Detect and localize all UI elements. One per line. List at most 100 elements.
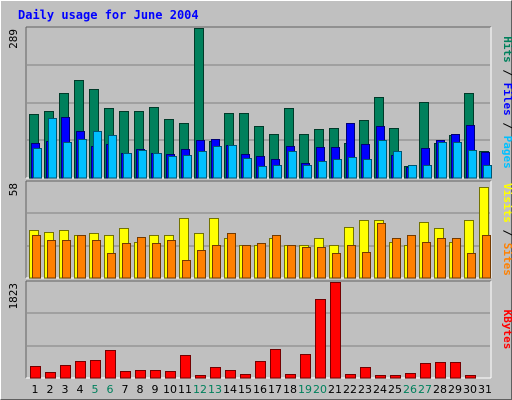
bar-pages-day-18 xyxy=(288,151,297,179)
bar-sites-day-24 xyxy=(377,223,386,279)
bar-sites-day-4 xyxy=(77,235,86,279)
bar-sites-day-25 xyxy=(392,238,401,279)
bar-pages-day-1 xyxy=(33,148,42,179)
bar-kbytes-day-13 xyxy=(210,367,221,379)
x-tick-label-day-6: 6 xyxy=(107,383,114,396)
bar-kbytes-day-9 xyxy=(150,370,161,379)
bar-sites-day-13 xyxy=(212,245,221,279)
bar-sites-day-15 xyxy=(242,245,251,279)
bar-kbytes-day-3 xyxy=(60,365,71,379)
bar-sites-day-5 xyxy=(92,240,101,279)
bar-sites-day-28 xyxy=(437,238,446,279)
bar-pages-day-31 xyxy=(483,165,492,179)
bar-pages-day-15 xyxy=(243,158,252,179)
x-tick-label-day-23: 23 xyxy=(358,383,372,396)
bar-sites-day-3 xyxy=(62,240,71,279)
bar-pages-day-17 xyxy=(273,165,282,179)
x-tick-label-day-5: 5 xyxy=(92,383,99,396)
bar-pages-day-6 xyxy=(108,135,117,179)
bar-sites-day-8 xyxy=(137,237,146,279)
bar-pages-day-30 xyxy=(468,150,477,179)
bar-pages-day-23 xyxy=(363,159,372,179)
bar-pages-day-21 xyxy=(333,159,342,179)
bar-pages-day-19 xyxy=(303,165,312,179)
x-tick-label-day-16: 16 xyxy=(253,383,267,396)
x-tick-label-day-31: 31 xyxy=(478,383,492,396)
bar-kbytes-day-14 xyxy=(225,370,236,379)
bar-sites-day-29 xyxy=(452,238,461,279)
bar-sites-day-18 xyxy=(287,245,296,279)
bar-kbytes-day-4 xyxy=(75,361,86,379)
y-axis-label-separator: / xyxy=(501,63,512,83)
bar-pages-day-11 xyxy=(183,155,192,179)
bar-kbytes-day-24 xyxy=(375,375,386,379)
bar-pages-day-10 xyxy=(168,156,177,179)
bar-kbytes-day-26 xyxy=(405,373,416,379)
bar-sites-day-9 xyxy=(152,243,161,279)
bar-sites-day-21 xyxy=(332,253,341,279)
x-tick-label-day-8: 8 xyxy=(137,383,144,396)
bar-sites-day-10 xyxy=(167,240,176,279)
bar-kbytes-day-20 xyxy=(315,299,326,379)
bar-pages-day-27 xyxy=(423,165,432,179)
y-axis-label-part: Sites xyxy=(501,243,512,276)
y-axis-label-part: Files xyxy=(501,83,512,116)
bar-kbytes-day-15 xyxy=(240,374,251,379)
bar-pages-day-28 xyxy=(438,142,447,179)
bar-pages-day-5 xyxy=(93,131,102,179)
y-axis-label-separator: / xyxy=(501,223,512,243)
y-axis-label: Hits / Files / Pages xyxy=(501,36,512,169)
x-tick-label-day-30: 30 xyxy=(463,383,477,396)
bar-kbytes-day-5 xyxy=(90,360,101,379)
bar-sites-day-16 xyxy=(257,243,266,279)
x-tick-label-day-1: 1 xyxy=(32,383,39,396)
bar-kbytes-day-16 xyxy=(255,361,266,379)
bar-kbytes-day-17 xyxy=(270,349,281,379)
y-max-label: 1823 xyxy=(7,283,20,310)
x-tick-label-day-25: 25 xyxy=(388,383,402,396)
bar-kbytes-day-19 xyxy=(300,354,311,379)
bar-kbytes-day-30 xyxy=(465,375,476,379)
y-axis-label-part: KBytes xyxy=(501,310,512,350)
y-max-label: 289 xyxy=(7,29,20,49)
bar-pages-day-16 xyxy=(258,166,267,179)
y-axis-label-part: Pages xyxy=(501,136,512,169)
bar-sites-day-11 xyxy=(182,260,191,279)
bar-pages-day-9 xyxy=(153,153,162,179)
bar-pages-day-3 xyxy=(63,142,72,179)
bar-sites-day-27 xyxy=(422,242,431,279)
x-tick-label-day-7: 7 xyxy=(122,383,129,396)
x-tick-label-day-24: 24 xyxy=(373,383,387,396)
bar-pages-day-26 xyxy=(408,165,417,179)
x-tick-label-day-21: 21 xyxy=(328,383,342,396)
bar-pages-day-4 xyxy=(78,139,87,179)
x-tick-label-day-29: 29 xyxy=(448,383,462,396)
x-tick-label-day-11: 11 xyxy=(178,383,192,396)
chart-panel-3: 1823 KBytes xyxy=(7,280,512,379)
x-tick-label-day-27: 27 xyxy=(418,383,432,396)
bar-kbytes-day-12 xyxy=(195,375,206,379)
x-tick-label-day-12: 12 xyxy=(193,383,207,396)
bar-kbytes-day-28 xyxy=(435,362,446,379)
bar-kbytes-day-22 xyxy=(345,374,356,379)
bar-kbytes-day-23 xyxy=(360,367,371,379)
bar-sites-day-12 xyxy=(197,250,206,279)
bar-sites-day-31 xyxy=(482,235,491,279)
x-tick-label-day-4: 4 xyxy=(77,383,84,396)
bar-sites-day-17 xyxy=(272,235,281,279)
bar-kbytes-day-10 xyxy=(165,371,176,379)
bar-sites-day-7 xyxy=(122,243,131,279)
bar-pages-day-20 xyxy=(318,161,327,179)
x-tick-label-day-22: 22 xyxy=(343,383,357,396)
bar-sites-day-30 xyxy=(467,253,476,279)
y-axis-label: KBytes xyxy=(501,310,512,350)
x-tick-label-day-9: 9 xyxy=(152,383,159,396)
bar-kbytes-day-2 xyxy=(45,372,56,379)
bar-sites-day-23 xyxy=(362,252,371,279)
chart-panel-1: 289 Hits / Files / Pages xyxy=(7,26,512,179)
chart-title: Daily usage for June 2004 xyxy=(18,8,199,22)
bar-sites-day-19 xyxy=(302,247,311,279)
bar-pages-day-13 xyxy=(213,146,222,179)
bar-pages-day-2 xyxy=(48,118,57,179)
